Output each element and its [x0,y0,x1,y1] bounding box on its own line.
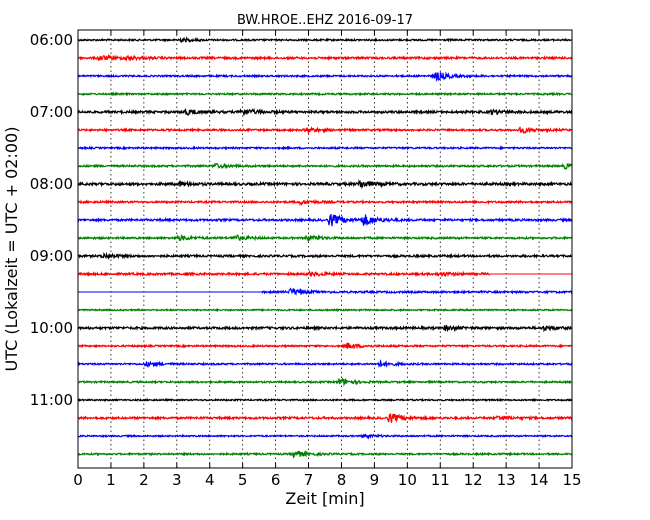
chart-title: BW.HROE..EHZ 2016-09-17 [237,13,413,28]
x-tick-label: 9 [370,471,380,489]
y-axis-ticks: 06:00 07:00 08:00 09:00 10:00 11:00 [30,31,572,409]
trace-07:45 [77,162,573,170]
trace-08:15 [77,198,573,207]
trace-11:45 [77,449,573,459]
x-tick-label: 14 [530,471,549,489]
trace-08:45 [77,233,573,243]
trace-09:15 [77,269,491,278]
x-tick-label: 7 [304,471,314,489]
x-tick-label: 2 [139,471,149,489]
x-axis-label: Zeit [min] [285,489,364,508]
trace-09:00 [77,251,573,261]
y-tick-label: 09:00 [30,247,73,265]
trace-11:30 [77,433,573,440]
x-tick-label: 8 [337,471,347,489]
x-tick-label: 13 [497,471,516,489]
trace-06:30 [77,71,573,82]
trace-09:45 [77,307,573,313]
x-tick-label: 1 [106,471,116,489]
y-tick-label: 08:00 [30,175,73,193]
x-axis-ticks: 0 1 2 3 4 5 6 7 8 9 10 11 12 13 14 15 [73,30,582,489]
y-tick-label: 11:00 [30,391,73,409]
x-tick-label: 6 [271,471,281,489]
x-tick-label: 10 [398,471,417,489]
trace-07:00 [77,107,573,116]
x-tick-label: 3 [172,471,182,489]
x-tick-label: 12 [464,471,483,489]
y-tick-label: 07:00 [30,103,73,121]
trace-10:30 [77,358,573,368]
trace-08:30 [77,213,573,227]
y-tick-label: 10:00 [30,319,73,337]
trace-10:15 [77,342,573,350]
plot-frame [77,29,573,469]
trace-06:15 [77,53,573,62]
vertical-grid [110,30,540,468]
trace-10:00 [77,324,573,333]
y-tick-label: 06:00 [30,31,73,49]
trace-06:00 [77,36,573,43]
x-tick-label: 15 [562,471,581,489]
traces [77,36,573,459]
trace-08:00 [77,179,573,190]
x-tick-label: 0 [73,471,83,489]
trace-11:00 [77,397,573,403]
trace-07:30 [77,145,573,151]
x-tick-label: 11 [431,471,450,489]
x-tick-label: 4 [205,471,215,489]
trace-06:45 [77,91,573,97]
trace-07:15 [77,125,573,136]
x-tick-label: 5 [238,471,248,489]
y-axis-label: UTC (Lokalzeit = UTC + 02:00) [2,127,21,372]
trace-10:45 [77,377,573,387]
trace-11:15 [77,413,573,423]
trace-09:30 [261,287,573,297]
